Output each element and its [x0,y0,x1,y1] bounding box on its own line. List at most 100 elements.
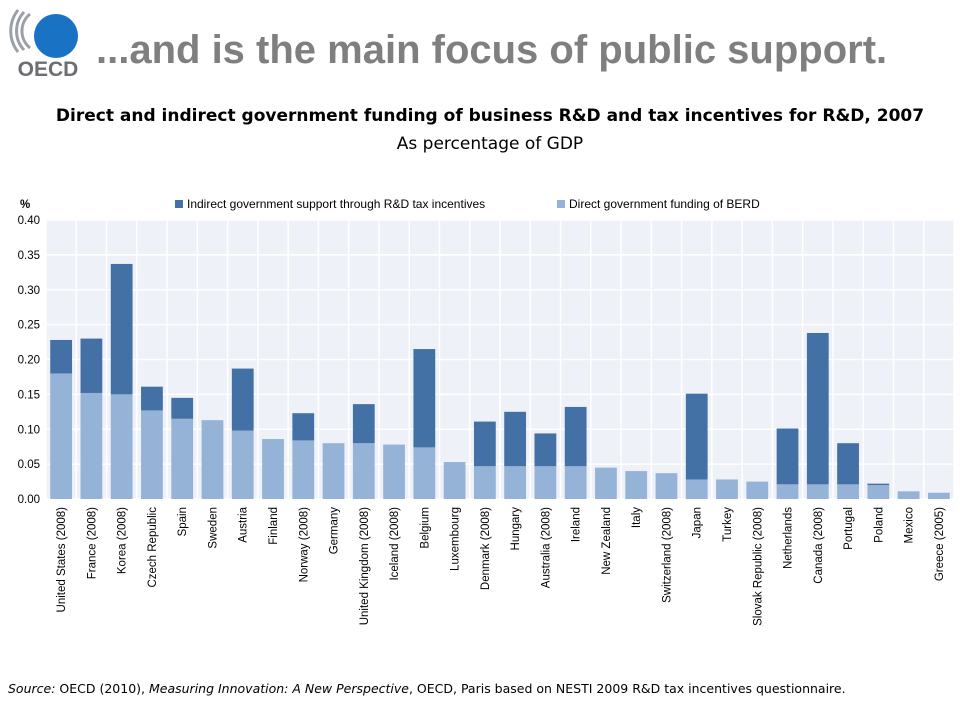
legend-label: Indirect government support through R&D … [187,197,485,211]
x-tick-label: Poland [873,507,885,543]
y-axis-label: % [20,199,30,211]
legend-label: Direct government funding of BERD [569,197,760,211]
x-tick-label: New Zealand [601,507,613,575]
x-tick-label: Portugal [843,507,855,550]
x-tick-label: Switzerland (2008) [661,507,673,603]
x-tick-label: Canada (2008) [813,507,825,584]
bar-indirect-support [504,411,527,467]
bar-direct-funding [141,410,163,499]
bar-direct-funding [352,443,375,499]
bar-direct-funding [413,447,436,499]
bar-direct-funding [322,443,345,499]
bar-indirect-support [473,421,496,467]
x-tick-label: Finland [268,507,280,545]
x-tick-label: United States (2008) [56,507,68,613]
bar-indirect-support [413,349,436,448]
bar-indirect-support [50,339,73,374]
bar-direct-funding [262,439,284,499]
bar-indirect-support [231,368,254,431]
x-tick-label: Turkey [722,507,734,542]
oecd-logo: OECD [9,9,79,80]
x-tick-label: Japan [692,507,704,538]
bar-indirect-support [564,406,587,467]
bar-direct-funding [625,471,648,499]
chart-subtitle: As percentage of GDP [396,134,584,154]
x-tick-label: Netherlands [783,507,795,569]
source-text-2: , OECD, Paris based on NESTI 2009 R&D ta… [408,681,846,696]
bar-direct-funding [806,484,829,499]
x-tick-label: Germany [329,507,341,555]
x-tick-label: Ireland [571,507,583,542]
x-tick-label: Italy [631,507,643,528]
y-tick-label: 0.05 [18,459,40,471]
x-tick-label: Spain [177,507,189,536]
bar-indirect-support [171,397,194,419]
bar-direct-funding [716,479,738,499]
oecd-logo-arcs-icon [9,9,32,53]
y-tick-label: 0.25 [18,320,40,332]
oecd-logo-text: OECD [18,58,79,80]
bar-direct-funding [383,444,405,499]
bar-direct-funding [655,473,678,499]
bar-indirect-support [534,433,557,467]
bar-indirect-support [80,338,103,393]
y-tick-label: 0.15 [18,389,40,401]
bar-direct-funding [473,466,496,499]
bar-direct-funding [201,420,224,499]
x-tick-label: Greece (2005) [934,507,946,581]
bar-direct-funding [564,466,587,499]
source-text-1: OECD (2010), [55,681,149,696]
x-tick-label: Luxembourg [450,507,462,571]
bar-direct-funding [837,484,859,499]
chart-title: Direct and indirect government funding o… [55,106,925,126]
bar-direct-funding [443,462,466,499]
x-tick-label: Sweden [207,507,219,549]
x-tick-label: Denmark (2008) [480,507,492,590]
x-tick-label: Norway (2008) [298,507,310,583]
bar-direct-funding [685,479,708,499]
bar-direct-funding [897,491,920,499]
x-tick-label: Australia (2008) [540,507,552,588]
y-tick-label: 0.20 [18,355,40,367]
legend-swatch [557,200,565,208]
bar-indirect-support [867,483,890,486]
bar-direct-funding [534,466,557,499]
x-tick-label: Hungary [510,507,522,551]
bar-direct-funding [231,430,254,499]
bar-direct-funding [292,440,315,499]
slide-title: ...and is the main focus of public suppo… [96,28,888,72]
y-tick-label: 0.30 [18,285,40,297]
bar-direct-funding [110,394,133,499]
bar-indirect-support [837,443,859,485]
x-tick-label: Belgium [419,507,431,549]
legend-swatch [175,200,183,208]
bar-direct-funding [50,373,73,499]
bar-direct-funding [504,466,527,499]
oecd-logo-circle-icon [34,14,78,58]
bar-direct-funding [746,481,769,499]
bar-indirect-support [110,263,133,395]
x-tick-label: France (2008) [86,507,98,579]
bar-indirect-support [141,386,163,411]
bar-direct-funding [776,484,799,499]
source-publication: Measuring Innovation: A New Perspective [148,681,409,696]
bar-direct-funding [927,492,950,499]
bar-indirect-support [685,393,708,480]
y-tick-label: 0.40 [18,215,40,227]
x-tick-label: Czech Republic [147,507,159,588]
bar-indirect-support [776,428,799,485]
y-tick-label: 0.00 [18,494,40,506]
x-tick-label: Mexico [904,507,916,543]
bar-direct-funding [80,392,103,499]
bar-indirect-support [352,404,375,444]
x-tick-label: Austria [238,506,250,542]
x-tick-label: Iceland (2008) [389,507,401,581]
bar-direct-funding [171,418,194,499]
x-tick-label: Slovak Republic (2008) [752,507,764,626]
source-label: Source: [8,681,56,696]
x-tick-label: United Kingdom (2008) [359,507,371,625]
x-tick-label: Korea (2008) [117,507,129,574]
bar-direct-funding [867,485,890,499]
bar-direct-funding [595,467,617,499]
source-note: Source: OECD (2010), Measuring Innovatio… [8,681,846,696]
